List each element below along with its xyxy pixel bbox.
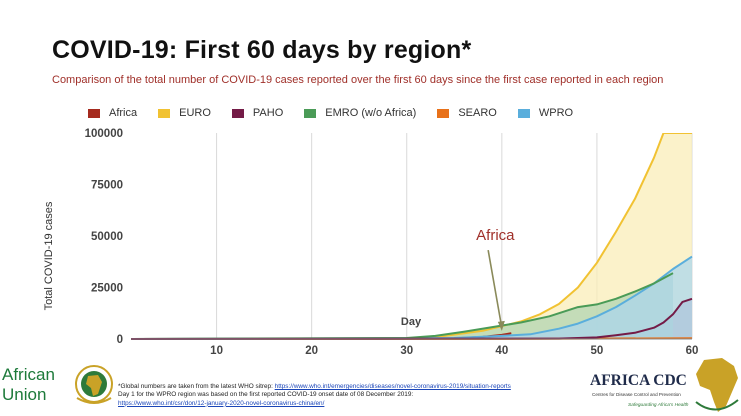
series-line-euro (131, 133, 692, 340)
y-tick-label-0: 0 (117, 334, 123, 346)
x-tick-label-20: 20 (305, 345, 318, 357)
x-axis-label: Day (401, 316, 422, 328)
legend-swatch-wpro (517, 108, 530, 118)
legend-swatch-euro (158, 108, 171, 118)
x-tick-label-50: 50 (591, 345, 604, 357)
africa-cdc-name: AFRICA CDC (590, 372, 687, 389)
series-line-paho (131, 297, 693, 340)
legend-swatch-paho (231, 108, 244, 118)
x-tick-label-60: 60 (686, 345, 699, 357)
y-tick-label-100000: 100000 (85, 128, 123, 140)
annotation-africa-label: Africa (476, 227, 515, 244)
africa-map-icon (695, 358, 739, 412)
african-union-emblem-icon (75, 365, 113, 404)
legend-label-emro-w-o-africa: EMRO (w/o Africa) (325, 107, 417, 119)
legend-item-paho: PAHO (231, 107, 284, 119)
chart-axes: 0 25000 50000 75000 100000 10 20 30 40 50 60 Day Tot… (43, 128, 698, 357)
legend-item-euro: EURO (158, 107, 211, 119)
legend-label-africa: Africa (109, 107, 138, 119)
legend-item-wpro: WPRO (517, 107, 574, 119)
x-tick-label-40: 40 (495, 345, 508, 357)
area-fill-emro-w-o-africa (131, 273, 673, 339)
series-line-emro-w-o-africa (131, 272, 674, 340)
x-tick-label-30: 30 (400, 345, 413, 357)
legend-swatch-searo (437, 108, 450, 118)
legend-swatch-africa (88, 108, 100, 118)
legend-item-africa: Africa (88, 107, 137, 119)
annotation-arrow-head (497, 320, 505, 331)
africa-cdc-subtitle: Centres for Disease Control and Preventi… (592, 392, 681, 397)
legend-item-searo: SEARO (437, 107, 497, 119)
africa-cdc-logo: AFRICA CDC Centres for Disease Control a… (588, 352, 741, 416)
footnote-source-text: *Global numbers are taken from the lates… (118, 383, 275, 390)
african-union-logo-line2: Union (2, 385, 47, 404)
x-tick-label-10: 10 (210, 345, 223, 357)
legend-swatch-emro-w-o-africa (304, 108, 317, 118)
y-axis-label: Total COVID-19 cases (43, 201, 55, 310)
footnote: *Global numbers are taken from the lates… (118, 383, 598, 408)
legend-label-searo: SEARO (458, 107, 497, 119)
y-tick-label-25000: 25000 (91, 283, 123, 295)
area-fill-wpro (131, 256, 692, 339)
y-tick-label-50000: 50000 (91, 231, 123, 243)
y-tick-label-75000: 75000 (91, 180, 123, 192)
african-union-logo: African Union (0, 360, 118, 416)
legend-label-paho: PAHO (252, 107, 284, 119)
legend-item-emro-w-o-africa: EMRO (w/o Africa) (304, 107, 416, 119)
africa-cdc-tagline: Safeguarding Africa's Health (628, 403, 689, 408)
footnote-wpro-note: Day 1 for the WPRO region was based on t… (118, 391, 414, 399)
legend-label-wpro: WPRO (538, 107, 574, 119)
footnote-source-link[interactable]: https://www.who.int/emergencies/diseases… (274, 383, 511, 390)
legend-label-euro: EURO (179, 107, 211, 119)
chart-legend: Africa EURO PAHO EMRO (w/o Africa) SEARO WPRO (88, 106, 594, 120)
footnote-wpro-link[interactable]: https://www.who.int/csr/don/12-january-2… (118, 399, 325, 407)
slide-subtitle: Comparison of the total number of COVID-… (52, 74, 664, 86)
african-union-logo-line1: African (2, 365, 55, 384)
chart-area-fills (131, 133, 692, 339)
slide-title: COVID-19: First 60 days by region* (52, 36, 472, 64)
chart-annotation: Africa (476, 227, 515, 331)
annotation-arrow-line (487, 249, 503, 328)
